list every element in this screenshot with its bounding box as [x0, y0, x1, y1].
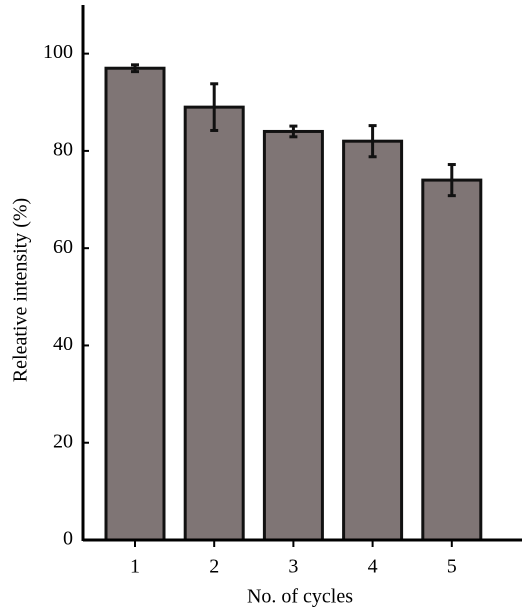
error-bar	[210, 82, 219, 132]
bar	[342, 139, 404, 542]
error-bar	[289, 124, 298, 139]
y-tick-label: 100	[43, 41, 73, 63]
error-bar	[131, 63, 139, 74]
bar	[262, 129, 324, 542]
bar	[183, 105, 245, 542]
y-axis-label: Releative intensity (%)	[10, 198, 32, 382]
y-tick-label: 80	[53, 139, 73, 161]
y-tick-label: 20	[53, 430, 73, 452]
x-tick-label: 2	[209, 556, 219, 578]
y-tick-label: 60	[53, 236, 73, 258]
x-axis-label: No. of cycles	[247, 586, 353, 608]
bar	[104, 66, 166, 542]
x-tick-label: 1	[130, 556, 140, 578]
x-tick-label: 4	[368, 556, 378, 578]
x-tick-label: 3	[288, 556, 298, 578]
x-tick-label: 5	[447, 556, 457, 578]
y-tick-label: 40	[53, 333, 73, 355]
error-bar	[447, 163, 456, 198]
error-bar	[368, 124, 377, 159]
bar	[421, 178, 483, 542]
y-tick-label: 0	[63, 528, 73, 550]
